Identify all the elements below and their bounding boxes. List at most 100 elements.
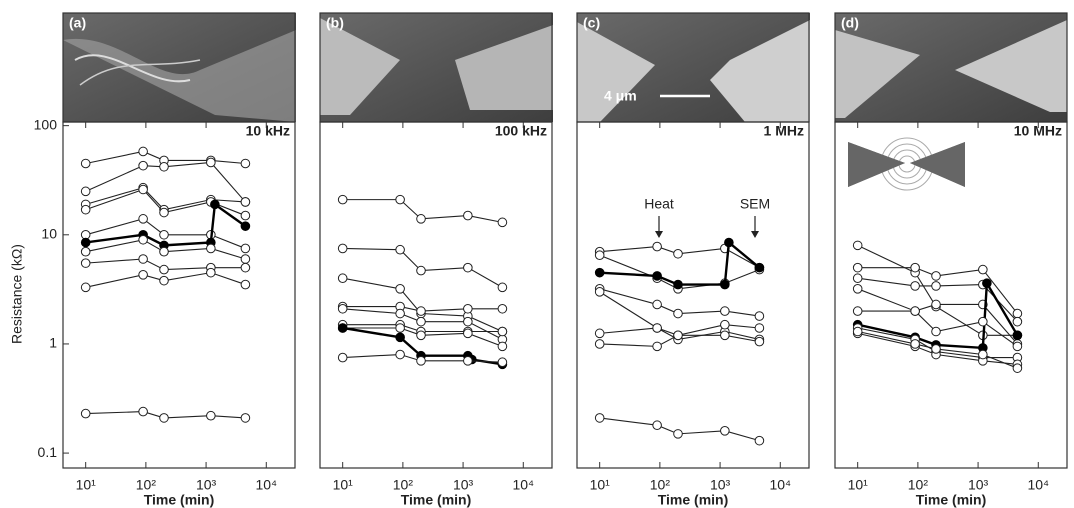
data-point — [978, 264, 988, 275]
data-point — [138, 406, 148, 417]
data-point — [80, 408, 91, 419]
data-point — [1012, 363, 1023, 373]
data-point — [240, 197, 251, 207]
data-point — [720, 279, 730, 290]
data-point — [395, 323, 405, 333]
data-point — [1012, 316, 1023, 327]
sem-images — [63, 13, 1067, 122]
data-point — [206, 267, 216, 278]
data-point — [240, 221, 251, 231]
data-point — [159, 246, 169, 257]
data-point — [159, 229, 169, 240]
series-line — [599, 240, 761, 286]
x-tick-label: 10¹ — [76, 477, 97, 493]
data-point — [673, 308, 683, 319]
data-point — [978, 316, 988, 327]
data-point — [594, 250, 605, 261]
annotation-arrowhead — [751, 231, 759, 238]
x-axis-label: Time (min) — [401, 492, 472, 508]
image-frame — [62, 12, 296, 123]
data-point — [720, 319, 730, 330]
data-point — [720, 306, 730, 316]
x-tick-label: 10³ — [196, 477, 217, 493]
data-point — [594, 413, 605, 423]
data-point — [497, 341, 508, 352]
data-point — [138, 269, 148, 280]
data-point — [138, 254, 148, 264]
data-point — [240, 254, 251, 264]
data-point — [754, 262, 765, 273]
data-point — [910, 281, 920, 291]
annotation: SEM — [740, 196, 770, 212]
data-point — [80, 158, 91, 169]
plot-frame — [62, 121, 296, 469]
data-point — [463, 210, 473, 221]
data-point — [652, 271, 662, 281]
data-point — [931, 344, 941, 354]
data-point — [978, 349, 988, 360]
data-point — [80, 186, 91, 197]
data-point — [80, 237, 91, 248]
panel-label: (b) — [326, 15, 344, 31]
data-point — [673, 248, 683, 259]
data-point — [206, 410, 216, 421]
data-point — [497, 303, 508, 314]
y-tick-label: 10 — [41, 225, 57, 241]
data-point — [463, 303, 473, 314]
data-point — [463, 262, 473, 273]
data-point — [673, 330, 683, 341]
data-point — [594, 328, 605, 339]
x-tick-label: 10² — [393, 477, 414, 493]
data-point — [931, 326, 941, 337]
data-point — [138, 214, 148, 224]
data-point — [652, 341, 662, 352]
frequency-label: 10 kHz — [246, 123, 290, 139]
data-point — [673, 429, 683, 439]
x-tick-label: 10¹ — [848, 477, 869, 493]
data-point — [497, 217, 508, 228]
data-point — [159, 264, 169, 275]
data-point — [463, 356, 473, 366]
series-line — [857, 279, 1019, 350]
data-point — [720, 426, 730, 436]
data-point — [852, 284, 863, 294]
data-point — [910, 306, 920, 316]
data-point — [652, 299, 662, 310]
data-point — [240, 210, 251, 221]
data-point — [724, 237, 734, 248]
data-point — [138, 184, 148, 195]
data-point — [754, 336, 765, 347]
y-tick-label: 0.1 — [38, 444, 58, 460]
data-point — [240, 158, 251, 169]
data-point — [931, 271, 941, 281]
data-point — [138, 234, 148, 245]
data-point — [416, 214, 426, 224]
x-axis-label: Time (min) — [916, 492, 987, 508]
frequency-label: 100 kHz — [495, 123, 547, 139]
data-point — [337, 352, 348, 363]
data-point — [910, 262, 920, 273]
data-point — [416, 306, 426, 316]
data-point — [1012, 341, 1023, 352]
x-tick-label: 10⁴ — [255, 477, 277, 493]
data-point — [982, 278, 992, 289]
data-point — [652, 420, 662, 431]
x-tick-label: 10² — [136, 477, 157, 493]
data-point — [210, 199, 220, 210]
data-point — [754, 323, 765, 333]
data-point — [416, 265, 426, 276]
data-point — [497, 282, 508, 293]
x-tick-label: 10⁴ — [769, 477, 791, 493]
data-point — [1012, 308, 1023, 319]
x-tick-label: 10¹ — [333, 477, 354, 493]
data-point — [1012, 330, 1023, 341]
x-tick-label: 10³ — [968, 477, 989, 493]
panel-label: (c) — [583, 15, 600, 31]
data-point — [240, 279, 251, 290]
data-point — [395, 349, 405, 360]
data-point — [395, 194, 405, 205]
x-tick-label: 10³ — [453, 477, 474, 493]
data-point — [594, 267, 605, 278]
data-point — [159, 275, 169, 286]
